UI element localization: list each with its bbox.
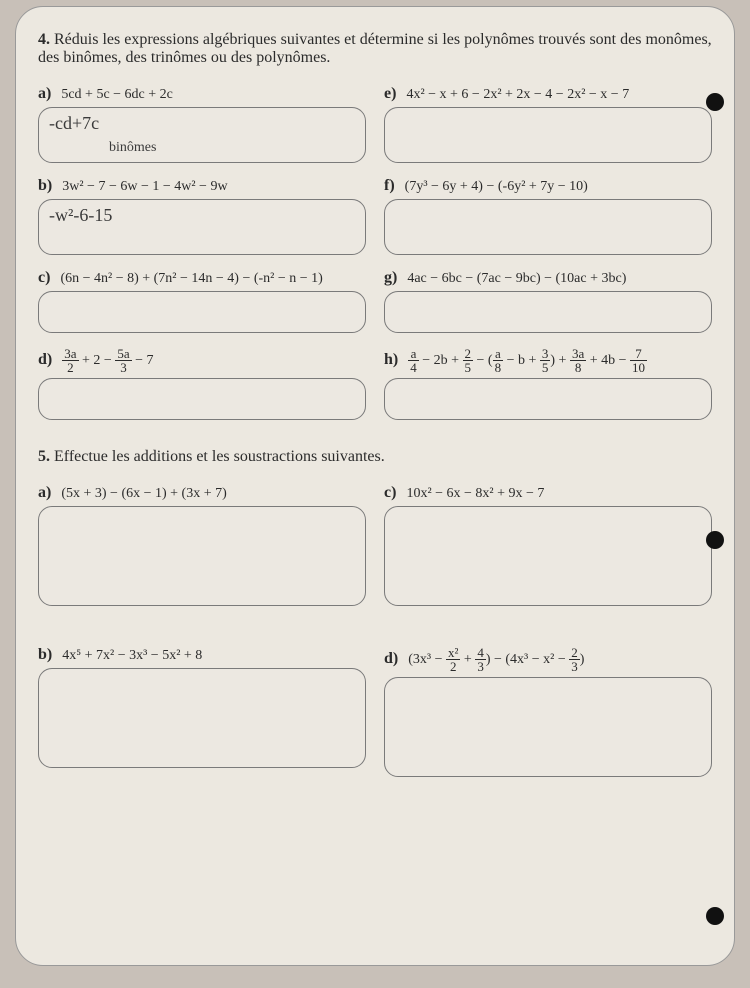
q5-left-col: a) (5x + 3) − (6x − 1) + (3x + 7) b) 4x⁵… (38, 470, 366, 777)
item-label: g) (384, 269, 397, 286)
q5-grid: a) (5x + 3) − (6x − 1) + (3x + 7) b) 4x⁵… (38, 470, 712, 777)
fraction: 5a3 (115, 347, 131, 374)
hole-punch-icon (706, 907, 724, 925)
q5-number: 5. (38, 448, 50, 465)
q5-d: d) (3x³ − x²2 + 43) − (4x³ − x² − 23) (384, 646, 712, 777)
q5-right-col: c) 10x² − 6x − 8x² + 9x − 7 d) (3x³ − x²… (384, 470, 712, 777)
q4-a: a) 5cd + 5c − 6dc + 2c -cd+7c binômes (38, 85, 366, 163)
worksheet-page: 4. Réduis les expressions algébriques su… (15, 6, 735, 966)
answer-box: -w²-6-15 (38, 199, 366, 255)
fraction: x²2 (446, 646, 460, 673)
q4-text: Réduis les expressions algébriques suiva… (38, 31, 712, 66)
item-expr: a4 − 2b + 25 − (a8 − b + 35) + 3a8 + 4b … (408, 353, 647, 368)
q4-g: g) 4ac − 6bc − (7ac − 9bc) − (10ac + 3bc… (384, 269, 712, 333)
q4-number: 4. (38, 31, 50, 48)
answer-box: -cd+7c binômes (38, 107, 366, 163)
answer-box (384, 107, 712, 163)
answer-box (38, 506, 366, 606)
q5-b: b) 4x⁵ + 7x² − 3x³ − 5x² + 8 (38, 646, 366, 768)
item-label: h) (384, 351, 398, 368)
handwriting: -cd+7c (49, 113, 99, 133)
handwriting: binômes (109, 140, 156, 155)
item-label: b) (38, 177, 52, 194)
q4-grid: a) 5cd + 5c − 6dc + 2c -cd+7c binômes b)… (38, 71, 712, 420)
answer-box (384, 378, 712, 420)
item-label: a) (38, 484, 51, 501)
item-label: a) (38, 85, 51, 102)
fraction: 43 (475, 646, 486, 673)
item-expr: 4x⁵ + 7x² − 3x³ − 5x² + 8 (62, 648, 202, 663)
item-expr: (5x + 3) − (6x − 1) + (3x + 7) (61, 486, 226, 501)
q4-b: b) 3w² − 7 − 6w − 1 − 4w² − 9w -w²-6-15 (38, 177, 366, 255)
fraction: 710 (630, 347, 647, 374)
hole-punch-icon (706, 531, 724, 549)
answer-box (384, 677, 712, 777)
fraction: a8 (493, 347, 504, 374)
handwriting: -w²-6-15 (49, 205, 112, 225)
answer-box (38, 378, 366, 420)
q4-c: c) (6n − 4n² − 8) + (7n² − 14n − 4) − (-… (38, 269, 366, 333)
question-4: 4. Réduis les expressions algébriques su… (38, 31, 712, 67)
fraction: 35 (540, 347, 551, 374)
q4-h: h) a4 − 2b + 25 − (a8 − b + 35) + 3a8 + … (384, 347, 712, 420)
item-label: c) (38, 269, 50, 286)
fraction: 23 (569, 646, 580, 673)
fraction: 3a2 (62, 347, 78, 374)
item-label: e) (384, 85, 396, 102)
item-expr: 3w² − 7 − 6w − 1 − 4w² − 9w (62, 179, 227, 194)
q4-left-col: a) 5cd + 5c − 6dc + 2c -cd+7c binômes b)… (38, 71, 366, 420)
item-label: d) (38, 351, 52, 368)
item-label: f) (384, 177, 395, 194)
item-label: b) (38, 646, 52, 663)
item-expr: (3x³ − x²2 + 43) − (4x³ − x² − 23) (408, 652, 584, 667)
q5-text: Effectue les additions et les soustracti… (54, 448, 385, 465)
q4-d: d) 3a2 + 2 − 5a3 − 7 (38, 347, 366, 420)
hole-punch-icon (706, 93, 724, 111)
item-expr: 4ac − 6bc − (7ac − 9bc) − (10ac + 3bc) (407, 271, 626, 286)
item-expr: 5cd + 5c − 6dc + 2c (61, 87, 173, 102)
item-expr: (7y³ − 6y + 4) − (-6y² + 7y − 10) (405, 179, 588, 194)
item-expr: (6n − 4n² − 8) + (7n² − 14n − 4) − (-n² … (60, 271, 322, 286)
q5-c: c) 10x² − 6x − 8x² + 9x − 7 (384, 484, 712, 606)
q5-a: a) (5x + 3) − (6x − 1) + (3x + 7) (38, 484, 366, 606)
fraction: a4 (408, 347, 419, 374)
q4-e: e) 4x² − x + 6 − 2x² + 2x − 4 − 2x² − x … (384, 85, 712, 163)
answer-box (384, 199, 712, 255)
answer-box (38, 668, 366, 768)
fraction: 25 (463, 347, 474, 374)
item-label: c) (384, 484, 396, 501)
q4-right-col: e) 4x² − x + 6 − 2x² + 2x − 4 − 2x² − x … (384, 71, 712, 420)
item-expr: 3a2 + 2 − 5a3 − 7 (62, 353, 153, 368)
item-expr: 4x² − x + 6 − 2x² + 2x − 4 − 2x² − x − 7 (406, 87, 629, 102)
item-expr: 10x² − 6x − 8x² + 9x − 7 (406, 486, 544, 501)
answer-box (38, 291, 366, 333)
question-5: 5. Effectue les additions et les soustra… (38, 448, 712, 466)
answer-box (384, 506, 712, 606)
item-label: d) (384, 650, 398, 667)
answer-box (384, 291, 712, 333)
fraction: 3a8 (570, 347, 586, 374)
q4-f: f) (7y³ − 6y + 4) − (-6y² + 7y − 10) (384, 177, 712, 255)
